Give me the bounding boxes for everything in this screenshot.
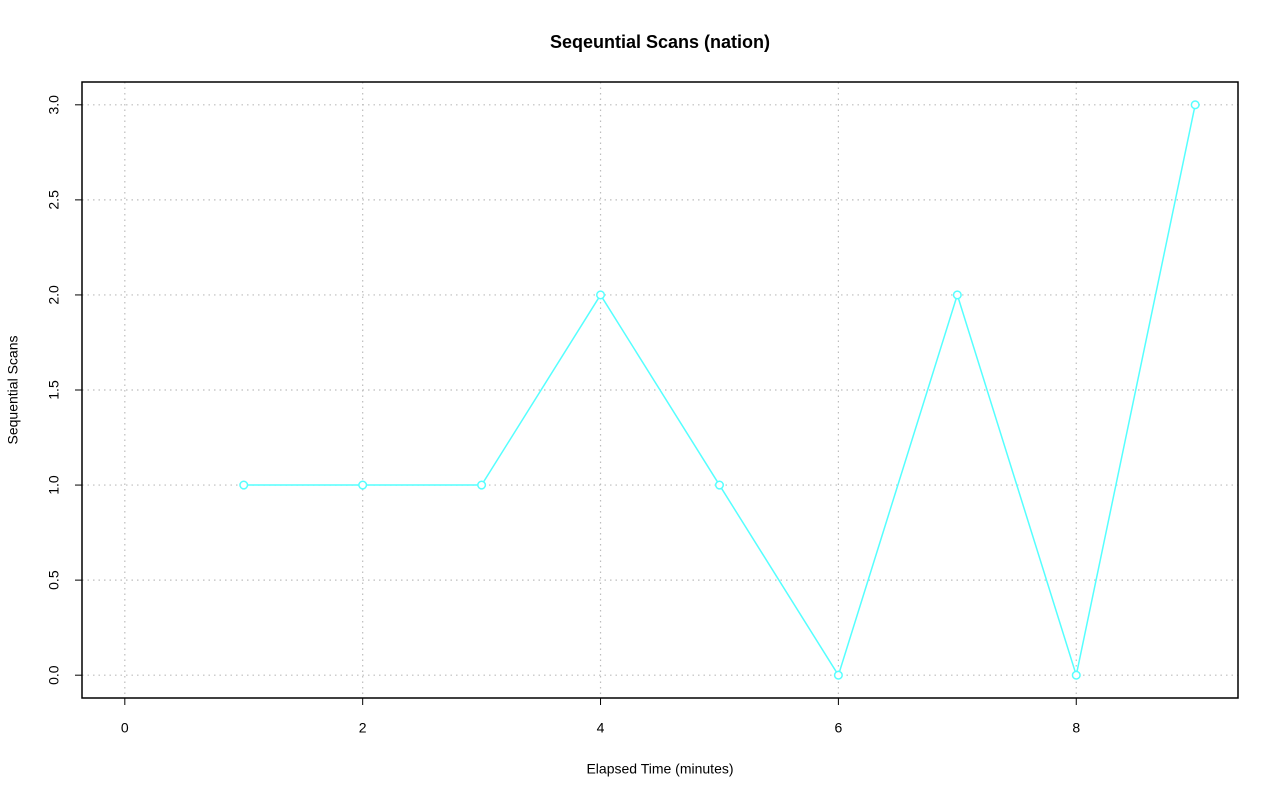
x-tick-label: 4 [597, 720, 605, 736]
data-point [1190, 100, 1200, 110]
data-point [714, 480, 725, 490]
data-point [239, 480, 249, 490]
x-tick-label: 6 [834, 720, 842, 736]
data-point [833, 670, 843, 680]
y-axis-label: Sequential Scans [5, 336, 21, 445]
data-point [1071, 670, 1081, 680]
x-tick-label: 8 [1072, 720, 1080, 736]
y-tick-label: 0.5 [46, 570, 62, 590]
y-tick-label: 1.0 [46, 475, 62, 495]
series-line [243, 104, 1196, 679]
data-point [358, 480, 368, 490]
y-tick-label: 0.0 [46, 665, 62, 685]
data-point [477, 480, 487, 490]
y-tick-label: 1.5 [46, 380, 62, 400]
plot-area [239, 100, 1200, 680]
y-tick-label: 2.0 [46, 285, 62, 305]
chart-title: Seqeuntial Scans (nation) [550, 32, 770, 52]
data-point [595, 290, 606, 300]
x-tick-label: 2 [359, 720, 367, 736]
data-point [952, 290, 962, 300]
y-tick-label: 3.0 [46, 95, 62, 115]
x-tick-label: 0 [121, 720, 129, 736]
y-tick-label: 2.5 [46, 190, 62, 210]
x-axis-label: Elapsed Time (minutes) [586, 761, 733, 777]
